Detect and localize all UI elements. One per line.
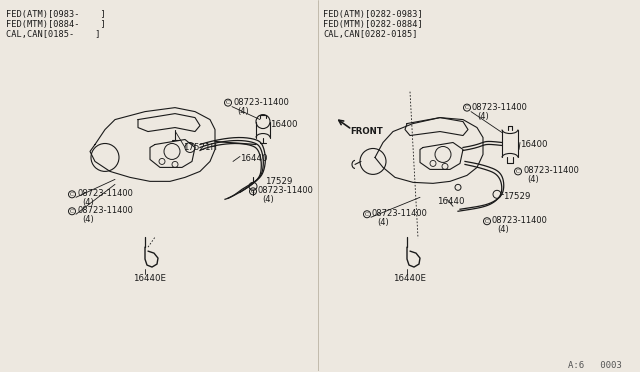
Text: FED(ATM)[0282-0983]: FED(ATM)[0282-0983]	[323, 10, 423, 19]
Text: C: C	[70, 192, 74, 197]
Text: 17529: 17529	[503, 192, 531, 201]
Text: 08723-11400: 08723-11400	[372, 209, 428, 218]
Text: C: C	[70, 209, 74, 214]
Text: 16440E: 16440E	[133, 274, 166, 283]
Text: 17529: 17529	[265, 177, 292, 186]
Text: CAL,CAN[0185-    ]: CAL,CAN[0185- ]	[6, 30, 100, 39]
Text: FED(ATM)[0983-    ]: FED(ATM)[0983- ]	[6, 10, 106, 19]
Text: FED(MTM)[0884-    ]: FED(MTM)[0884- ]	[6, 20, 106, 29]
Text: 08723-11400: 08723-11400	[77, 206, 133, 215]
Text: 08723-11400: 08723-11400	[258, 186, 314, 195]
Text: 08723-11400: 08723-11400	[77, 189, 133, 198]
Text: (4): (4)	[262, 195, 274, 204]
Text: FRONT: FRONT	[350, 126, 383, 135]
Text: A:6   0003: A:6 0003	[568, 361, 621, 370]
Text: C: C	[485, 219, 489, 224]
Text: 16400: 16400	[270, 119, 298, 129]
Text: FED(MTM)[0282-0884]: FED(MTM)[0282-0884]	[323, 20, 423, 29]
Text: 08723-11400: 08723-11400	[233, 98, 289, 107]
Text: 16400: 16400	[520, 140, 547, 148]
Text: 08723-11400: 08723-11400	[472, 103, 528, 112]
Text: (4): (4)	[477, 112, 489, 121]
Text: 08723-11400: 08723-11400	[492, 216, 548, 225]
Text: 16440E: 16440E	[393, 274, 426, 283]
Text: (4): (4)	[527, 175, 539, 185]
Text: (4): (4)	[237, 107, 249, 116]
Text: CAL,CAN[0282-0185]: CAL,CAN[0282-0185]	[323, 30, 417, 39]
Text: (4): (4)	[82, 198, 93, 207]
Text: C: C	[226, 100, 230, 105]
Text: (4): (4)	[497, 225, 509, 234]
Text: 08723-11400: 08723-11400	[523, 166, 579, 176]
Text: 16440: 16440	[437, 197, 465, 206]
Text: 16440: 16440	[240, 154, 268, 163]
Text: C: C	[365, 212, 369, 217]
Text: C: C	[251, 189, 255, 194]
Text: (4): (4)	[377, 218, 388, 227]
Text: C: C	[465, 105, 469, 110]
Text: (4): (4)	[82, 215, 93, 224]
Text: 17521H: 17521H	[183, 142, 217, 151]
Text: C: C	[516, 169, 520, 174]
